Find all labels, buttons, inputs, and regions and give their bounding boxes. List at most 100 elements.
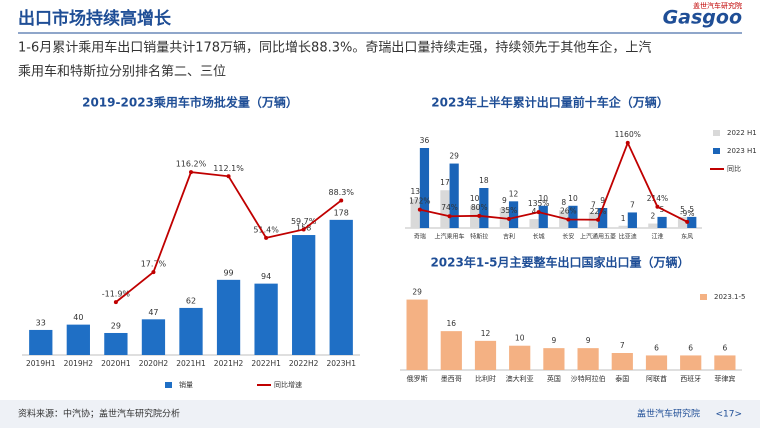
data-label: 5 [680,205,685,214]
bar [329,219,353,355]
legend-label: 销量 [179,380,193,389]
x-tick-label: 上汽乘用车 [435,233,465,241]
x-tick-label: 2022H2 [289,359,319,368]
footer-brand: 盖世汽车研究院 [637,408,700,420]
bar [611,353,633,370]
data-label: 12 [509,189,519,198]
bar [104,332,128,355]
x-tick-label: 长城 [533,233,545,241]
data-label: -11.9% [102,290,131,299]
data-label: 112.1% [213,164,244,173]
bar [179,307,203,355]
bar [577,348,599,370]
data-label: 9 [552,336,557,345]
legend-swatch [713,130,720,136]
legend-swatch [165,382,172,388]
x-tick-label: 2020H2 [139,359,169,368]
chart-title: 2019-2023乘用车市场批发量（万辆） [82,95,298,110]
data-label: 4 [532,207,537,216]
data-label: 13 [410,187,420,196]
data-label: 94 [261,272,271,281]
bar [141,319,166,355]
data-label: 1160% [615,130,641,139]
data-label: 99 [223,268,233,277]
x-tick-label: 沙特阿拉伯 [571,374,606,383]
footer-bar [0,400,760,428]
x-tick-label: 澳大利亚 [506,374,534,383]
x-tick-label: 2021H1 [176,359,206,368]
data-label: 6 [688,343,693,352]
bar [440,331,462,370]
bar [440,190,450,228]
data-label: 9 [502,196,507,205]
data-label: 80% [471,203,488,212]
data-label: 29 [449,152,459,161]
x-tick-label: 奇瑞 [414,233,426,241]
x-tick-label: 墨西哥 [441,375,462,383]
data-label: 33 [36,318,46,327]
slide-title: 出口市场持续高增长 [18,8,172,29]
bar [479,188,489,228]
line [419,140,688,223]
bar [419,148,430,228]
x-tick-label: 吉利 [503,233,515,241]
bar [470,205,480,228]
bar [406,299,428,370]
data-label: 26% [560,206,577,215]
bar [648,223,658,228]
data-label: 9 [586,336,591,345]
data-label: 10 [538,194,548,203]
x-tick-label: 东风 [681,233,693,241]
footer-page: <17> [715,410,742,420]
bar [598,208,608,228]
bar [292,235,316,355]
data-label: -9% [680,209,695,218]
data-label: 10 [470,194,480,203]
data-label: 10 [568,194,578,203]
logo-sub: 盖世汽车研究院 [693,1,742,10]
chart-title: 2023年1-5月主要整车出口国家出口量（万辆） [430,255,689,270]
legend-label: 2023.1-5 [714,293,745,301]
x-tick-label: 2023H1 [326,359,356,368]
x-tick-label: 2022H1 [251,359,281,368]
x-tick-label: 长安 [562,233,574,241]
bar [568,205,578,228]
x-tick-label: 江淮 [651,233,663,241]
data-label: 6 [654,343,659,352]
data-label: 35% [501,206,518,215]
data-label: 10 [515,334,525,343]
bar [543,348,565,370]
data-label: 7 [630,200,635,209]
data-label: 18 [479,176,489,185]
legend-label: 同比增速 [274,380,302,389]
bar [509,345,531,370]
data-label: 62 [186,296,196,305]
x-tick-label: 比利时 [475,374,496,383]
data-label: 2 [650,212,655,221]
data-label: 135% [528,199,549,208]
x-tick-label: 西班牙 [680,374,701,383]
x-tick-label: 阿联酋 [646,374,667,383]
bar [529,219,539,228]
data-label: 40 [73,313,83,322]
data-label: 8 [561,198,566,207]
x-tick-label: 俄罗斯 [407,374,428,383]
x-tick-label: 比亚迪 [619,233,637,241]
bar [618,225,628,228]
x-tick-label: 2019H1 [26,359,56,368]
data-label: 9 [600,196,605,205]
data-label: 59.7% [291,217,317,226]
logo: Gasgoo [663,7,742,29]
data-label: 7 [591,200,596,209]
bar [627,212,637,228]
data-label: 29 [111,321,121,330]
data-label: 5 [689,205,694,214]
line [115,171,342,303]
x-tick-label: 英国 [547,374,561,383]
data-label: 12 [481,329,491,338]
x-tick-label: 特斯拉 [470,233,488,241]
legend-swatch [713,148,720,154]
x-tick-label: 菲律宾 [714,374,735,383]
bar [474,340,497,370]
